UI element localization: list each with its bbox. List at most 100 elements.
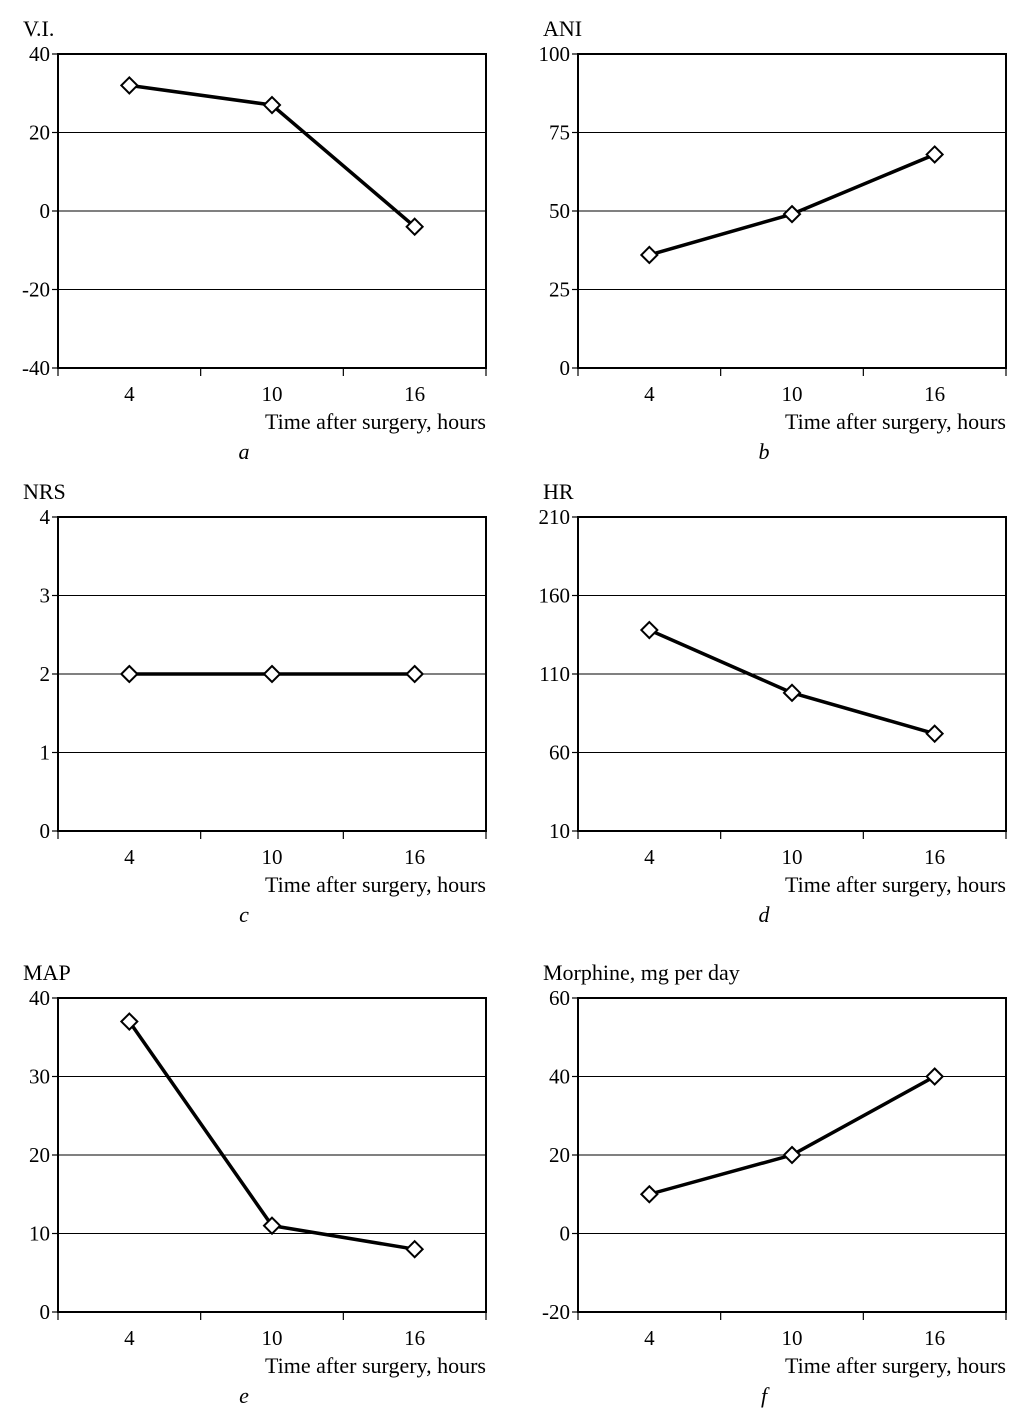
y-tick-label: 50: [549, 199, 570, 223]
y-tick-label: 30: [29, 1065, 50, 1089]
chart-panel-c: NRS 0 1 2 3 4 4 10 16 Time after surgery, hours c: [23, 479, 487, 927]
y-tick-label: 160: [539, 584, 571, 608]
data-point-marker: [782, 683, 802, 703]
x-tick-label: 16: [924, 1326, 945, 1350]
y-tick-label: 10: [29, 1222, 50, 1246]
data-point-marker: [119, 1012, 139, 1031]
panel-letter: d: [759, 902, 771, 927]
series-line: [648, 628, 936, 736]
panel-letter: f: [761, 1383, 770, 1408]
y-tick-label: 0: [560, 356, 571, 380]
plot-frame: [577, 516, 1007, 832]
x-tick-label: 10: [782, 1326, 803, 1350]
data-point-marker: [405, 1239, 425, 1259]
series-line: [127, 1020, 415, 1251]
plot-frame: [577, 997, 1007, 1313]
x-tick-label: 4: [124, 845, 135, 869]
y-tick-label: 40: [549, 1065, 570, 1089]
y-tick-label: 10: [549, 819, 570, 843]
data-point-marker: [782, 204, 802, 224]
y-tick-label: 40: [29, 42, 50, 66]
data-point-marker: [639, 1184, 659, 1204]
y-tick-label: 0: [560, 1222, 571, 1246]
y-tick-label: -20: [22, 278, 50, 302]
y-tick-label: 1: [40, 741, 51, 765]
y-tick-label: 3: [40, 584, 51, 608]
y-axis-label: V.I.: [23, 16, 54, 41]
panel-letter: a: [239, 439, 250, 464]
x-tick-label: 16: [924, 845, 945, 869]
series-line: [648, 152, 936, 257]
y-tick-label: 40: [29, 986, 50, 1010]
y-tick-label: 20: [29, 1143, 50, 1167]
plot-frame: [57, 516, 487, 832]
data-point-marker: [925, 724, 945, 744]
x-tick-label: 4: [124, 1326, 135, 1350]
data-point-marker: [405, 664, 425, 684]
chart-panel-a: V.I. -40 -20 0 20 40 4 10 16 Time after surgery, …: [22, 16, 487, 464]
y-tick-label: 210: [539, 505, 571, 529]
data-point-marker: [925, 1067, 945, 1086]
data-point-marker: [782, 1145, 802, 1165]
plot-frame: [57, 997, 487, 1313]
y-tick-label: 75: [549, 121, 570, 145]
y-tick-label: -20: [542, 1300, 570, 1324]
x-axis-label: Time after surgery, hours: [265, 872, 486, 897]
data-point-marker: [405, 217, 425, 237]
x-tick-label: 10: [782, 845, 803, 869]
y-tick-label: -40: [22, 356, 50, 380]
y-axis-label: ANI: [543, 16, 582, 41]
x-tick-label: 10: [782, 382, 803, 406]
x-tick-label: 4: [644, 1326, 655, 1350]
y-tick-label: 60: [549, 741, 570, 765]
x-tick-label: 16: [404, 1326, 425, 1350]
x-axis-label: Time after surgery, hours: [785, 1353, 1006, 1378]
panel-letter: b: [759, 439, 770, 464]
x-axis-label: Time after surgery, hours: [265, 409, 486, 434]
data-point-marker: [925, 145, 945, 164]
chart-panel-d: HR 10 60 110 160 210 4 10 16 Time after surgery, …: [539, 479, 1007, 927]
chart-panel-e: MAP 0 10 20 30 40 4 10 16 Time after surgery, hou…: [23, 960, 487, 1408]
chart-panel-f: Morphine, mg per day -20 0 20 40 60 4 10 16 Time …: [542, 960, 1007, 1408]
x-tick-label: 10: [262, 1326, 283, 1350]
x-tick-label: 10: [262, 382, 283, 406]
x-tick-label: 4: [124, 382, 135, 406]
y-tick-label: 25: [549, 278, 570, 302]
y-axis-label: MAP: [23, 960, 71, 985]
y-tick-label: 0: [40, 819, 51, 843]
y-tick-label: 60: [549, 986, 570, 1010]
x-tick-label: 10: [262, 845, 283, 869]
y-tick-label: 20: [549, 1143, 570, 1167]
x-tick-label: 4: [644, 382, 655, 406]
data-point-marker: [119, 664, 139, 684]
data-point-marker: [639, 245, 659, 265]
y-tick-label: 110: [539, 662, 570, 686]
x-tick-label: 4: [644, 845, 655, 869]
x-tick-label: 16: [924, 382, 945, 406]
x-tick-label: 16: [404, 845, 425, 869]
y-axis-label: HR: [543, 479, 574, 504]
y-tick-label: 2: [40, 662, 51, 686]
x-tick-label: 16: [404, 382, 425, 406]
y-tick-label: 100: [539, 42, 571, 66]
y-axis-label: Morphine, mg per day: [543, 960, 740, 985]
data-point-marker: [262, 1216, 282, 1236]
data-point-marker: [119, 75, 139, 95]
x-axis-label: Time after surgery, hours: [785, 872, 1006, 897]
panel-letter: e: [239, 1383, 249, 1408]
data-point-marker: [262, 664, 282, 684]
data-point-marker: [639, 620, 659, 640]
chart-panel-b: ANI 0 25 50 75 100 4 10 16 Time after surgery, ho…: [539, 16, 1007, 464]
y-tick-label: 20: [29, 121, 50, 145]
data-point-marker: [262, 95, 282, 115]
series-line: [648, 1074, 936, 1196]
y-tick-label: 0: [40, 1300, 51, 1324]
x-axis-label: Time after surgery, hours: [785, 409, 1006, 434]
plot-frame: [57, 53, 487, 369]
panel-letter: c: [239, 902, 249, 927]
plot-frame: [577, 53, 1007, 369]
y-tick-label: 0: [40, 199, 51, 223]
y-tick-label: 4: [40, 505, 51, 529]
x-axis-label: Time after surgery, hours: [265, 1353, 486, 1378]
